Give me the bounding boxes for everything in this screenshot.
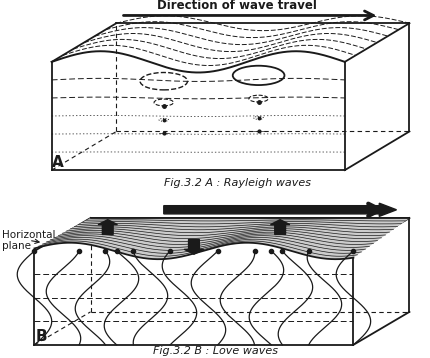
FancyArrow shape (98, 220, 117, 234)
Text: Fig.3.2 A : Rayleigh waves: Fig.3.2 A : Rayleigh waves (163, 178, 310, 188)
FancyArrow shape (184, 240, 203, 254)
Text: Direction of wave travel: Direction of wave travel (157, 0, 316, 12)
FancyArrow shape (163, 203, 396, 216)
Text: A: A (52, 155, 64, 170)
FancyArrow shape (270, 220, 289, 234)
Text: B: B (35, 329, 46, 344)
Polygon shape (34, 218, 408, 259)
Text: Fig.3.2 B : Love waves: Fig.3.2 B : Love waves (153, 346, 277, 356)
Text: Horizontal
plane: Horizontal plane (2, 229, 55, 251)
Polygon shape (52, 62, 344, 170)
